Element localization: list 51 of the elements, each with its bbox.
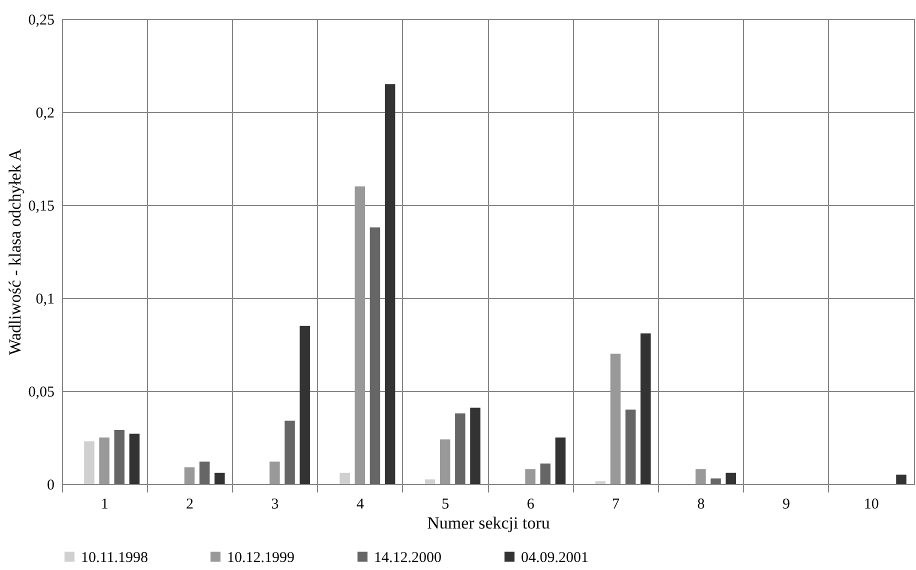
bar (424, 479, 436, 484)
bar (114, 430, 125, 484)
y-axis-title: Wadliwość - klasa odchyłek A (5, 148, 24, 356)
y-tick-label: 0,05 (28, 384, 54, 400)
y-tick-label: 0 (47, 478, 54, 494)
bar (610, 354, 621, 484)
bar (300, 326, 310, 484)
legend-label: 10.12.1999 (227, 550, 294, 566)
bar (214, 472, 225, 484)
bar (270, 462, 280, 484)
bar (470, 408, 480, 484)
x-tick-label: 3 (271, 496, 279, 512)
bar (354, 186, 366, 484)
bar (625, 410, 636, 484)
legend-label: 14.12.2000 (374, 550, 442, 566)
bar (384, 84, 396, 484)
bar (696, 469, 706, 484)
bar (84, 441, 94, 484)
legend-label: 10.11.1998 (81, 550, 148, 566)
legend-label: 04.09.2001 (521, 550, 588, 566)
bar (726, 472, 736, 484)
x-tick-label: 2 (186, 496, 194, 512)
x-tick-label: 6 (526, 496, 535, 512)
y-tick-label: 0,1 (36, 292, 54, 308)
x-tick-label: 1 (100, 496, 108, 512)
bar (896, 474, 906, 484)
x-tick-label: 4 (356, 496, 364, 512)
bar (540, 464, 551, 484)
y-tick-label: 0,15 (28, 198, 54, 214)
x-tick-label: 8 (697, 496, 705, 512)
bar (440, 439, 450, 484)
bar (340, 472, 350, 484)
bar (129, 434, 140, 484)
bar (595, 481, 606, 484)
bar (525, 469, 536, 484)
x-tick-label: 9 (782, 496, 790, 512)
bar (370, 227, 380, 484)
bar (99, 438, 110, 484)
y-tick-label: 0,2 (36, 106, 54, 122)
bar (455, 413, 466, 484)
x-tick-label: 7 (612, 496, 620, 512)
x-tick-label: 10 (864, 496, 879, 512)
bar (184, 467, 195, 484)
x-axis-title: Numer sekcji toru (427, 514, 550, 532)
x-tick-label: 5 (442, 496, 450, 512)
bar (555, 438, 566, 484)
bar (284, 420, 295, 484)
bar (640, 333, 651, 484)
bar (199, 462, 210, 484)
y-tick-label: 0,25 (28, 12, 54, 28)
bar (710, 478, 721, 484)
